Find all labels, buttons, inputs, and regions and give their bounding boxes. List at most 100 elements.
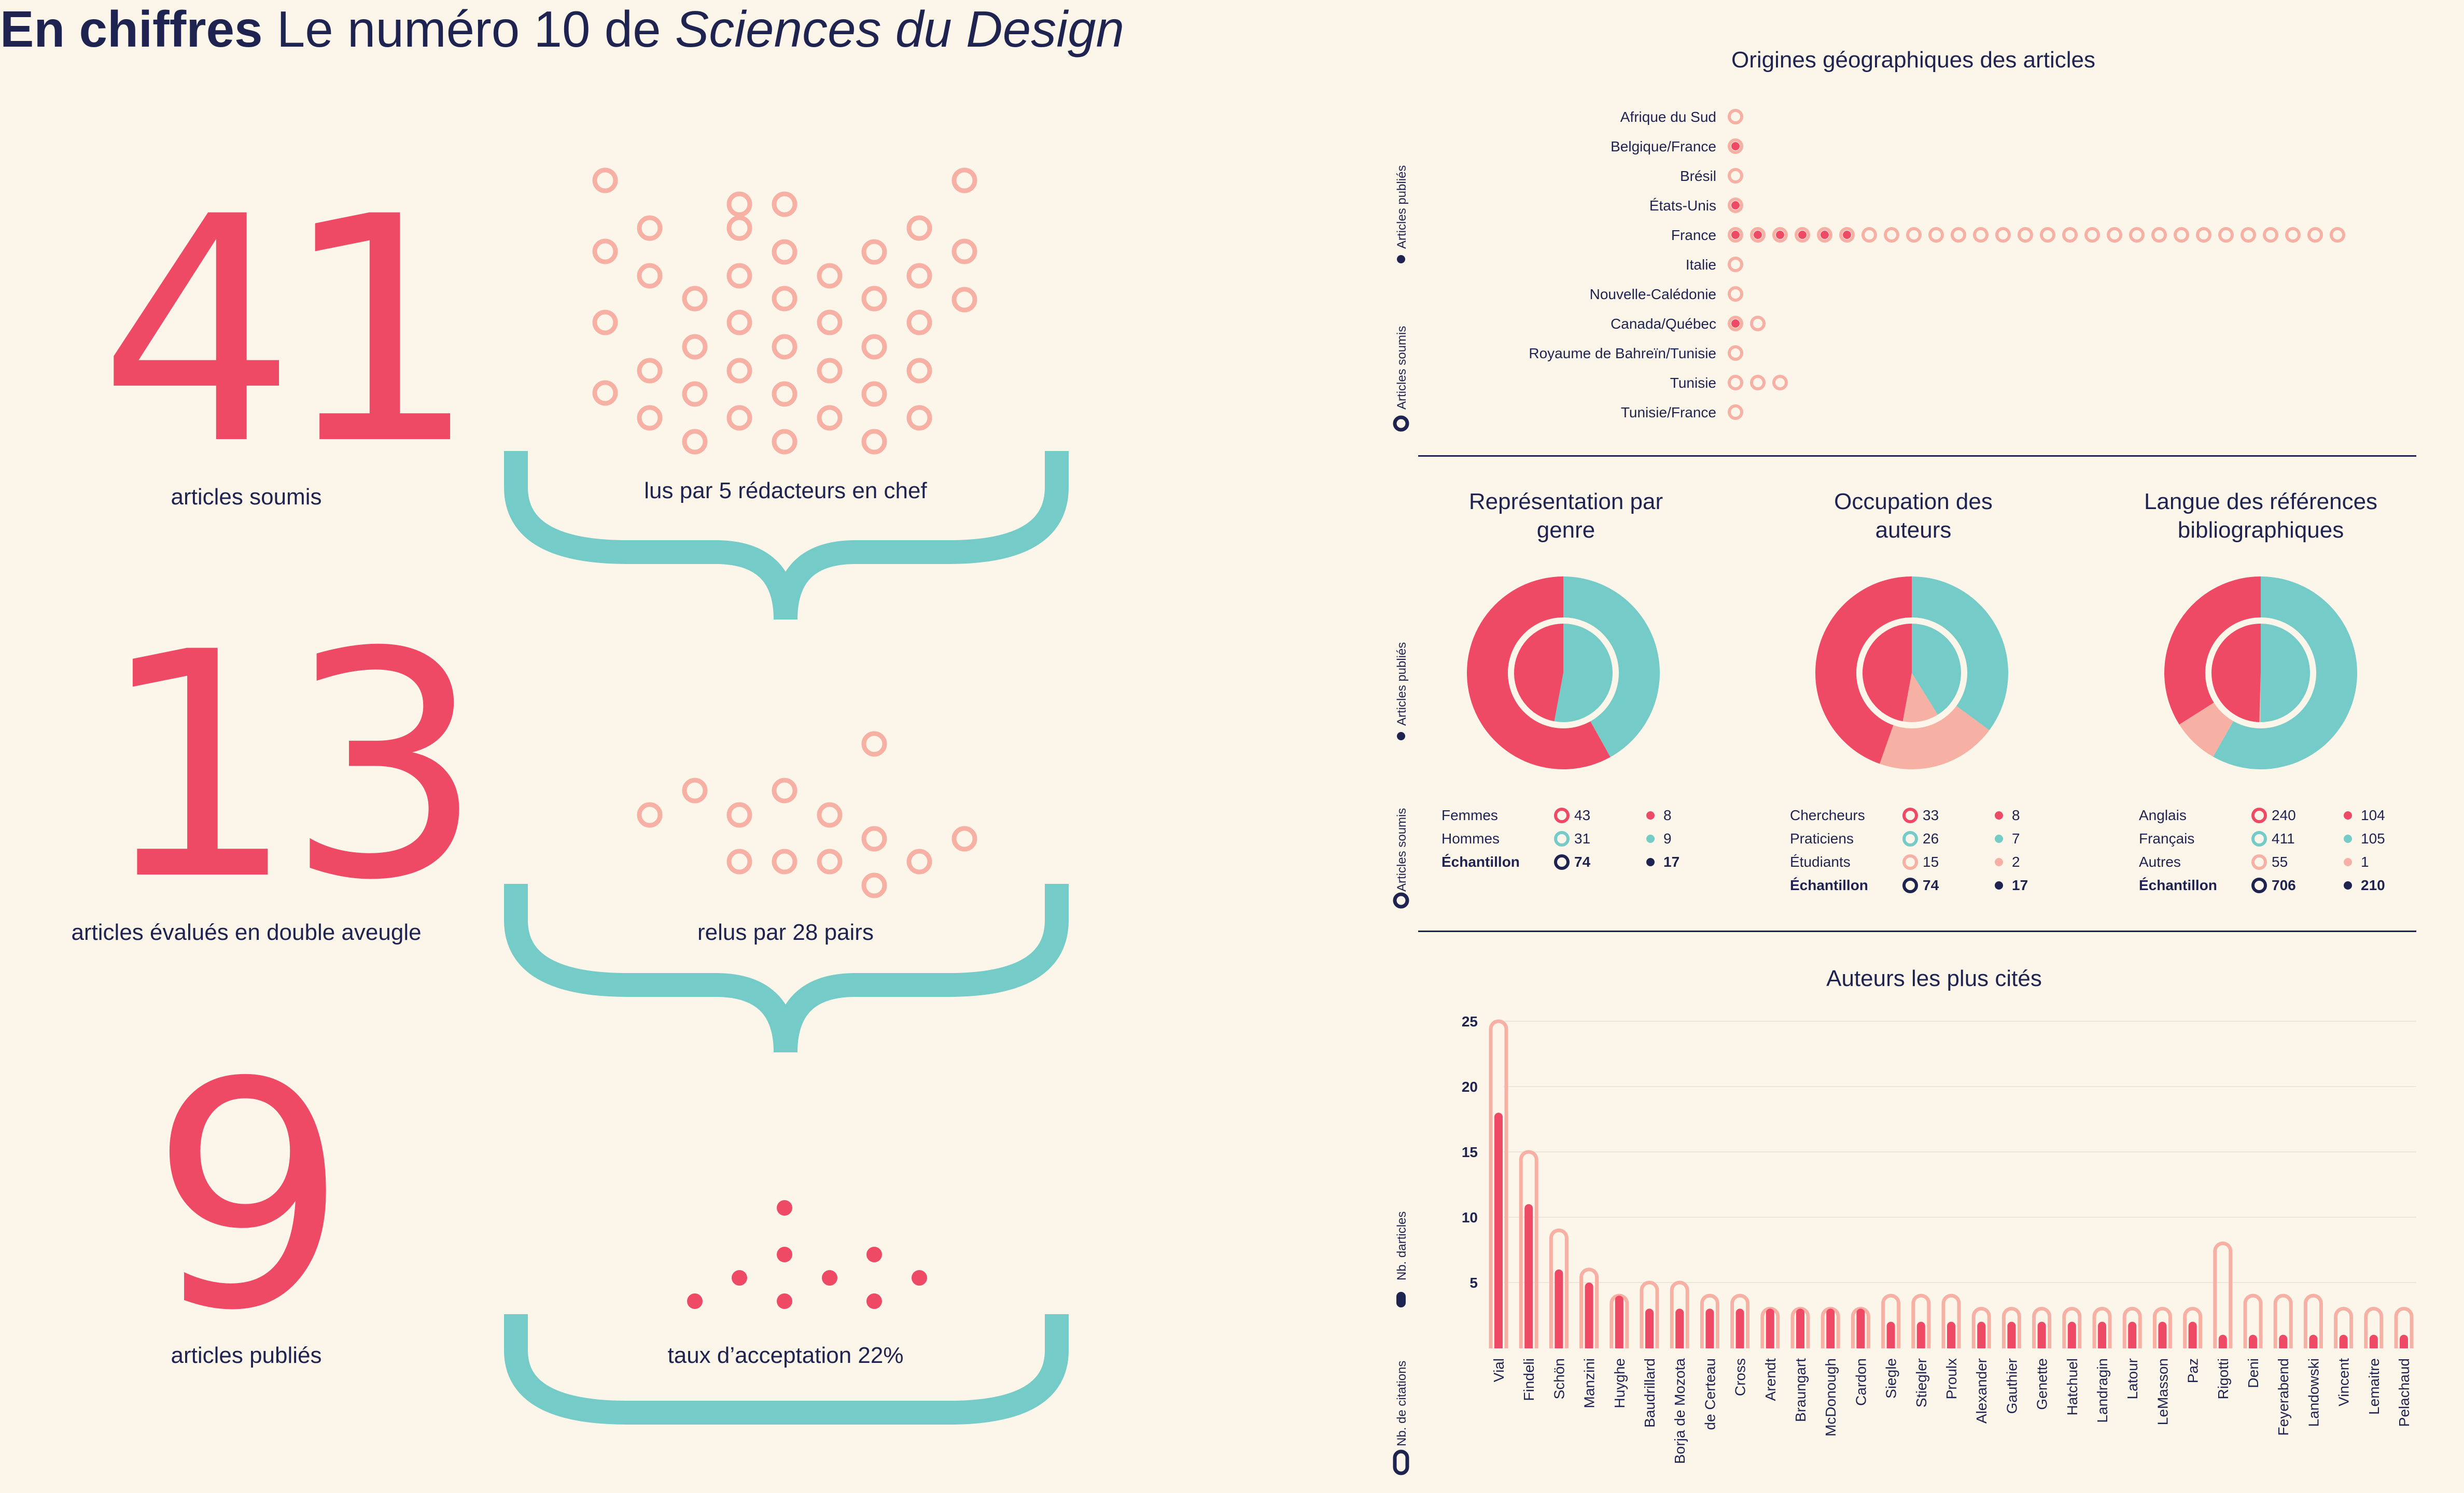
submitted-dot: [726, 263, 752, 289]
bar-articles: [2158, 1321, 2167, 1352]
x-tick-label: Schön: [1551, 1358, 1567, 1399]
pie-legend-submitted: 706: [2272, 877, 2296, 893]
pie-legend-label: Échantillon: [2139, 877, 2217, 893]
geo-submitted-dot: [1728, 198, 1743, 213]
bar-articles: [1766, 1308, 1774, 1352]
legend-ring: [1554, 831, 1570, 847]
geo-submitted-dot: [1884, 227, 1899, 243]
geo-country-label: Afrique du Sud: [1620, 109, 1716, 125]
pie-legend-submitted: 15: [1923, 854, 1939, 870]
x-tick-label: Deni: [2245, 1358, 2261, 1388]
articles-marker: [1396, 1292, 1406, 1307]
geo-submitted-dot: [1861, 227, 1877, 243]
geo-published-dot: [1843, 231, 1851, 239]
caption-reviewed: articles évalués en double aveugle: [71, 920, 422, 945]
pie-legend-label: Praticiens: [1790, 830, 1854, 847]
submitted-dot: [772, 334, 797, 360]
bar-articles: [2279, 1334, 2288, 1352]
submitted-dot: [772, 381, 797, 407]
dots-group-9: [687, 1200, 927, 1309]
pie-slice: [1514, 624, 1563, 722]
citations-marker: [1393, 1449, 1409, 1475]
submitted-dot: [592, 238, 618, 264]
pie-legend-submitted: 31: [1574, 830, 1590, 847]
geo-country-label: France: [1671, 227, 1716, 243]
geo-submitted-dot: [1951, 227, 1966, 243]
x-tick-label: Landragin: [2094, 1358, 2110, 1423]
submitted-dot: [772, 239, 797, 265]
geo-submitted-dot: [1906, 227, 1922, 243]
bar-legend-markers: [1393, 1292, 1409, 1475]
bar-articles: [1675, 1308, 1684, 1352]
pie-legend-published: 105: [2361, 830, 2385, 847]
brace-bot: [504, 1314, 1069, 1425]
geo-submitted-dot: [1728, 138, 1743, 154]
reviewed-dot: [682, 778, 708, 804]
geo-submitted-dot: [2107, 227, 2122, 243]
bar-label-articles: Nb. darticles: [1395, 1211, 1409, 1280]
submitted-dot: [817, 263, 843, 289]
geo-submitted-dot: [1772, 227, 1788, 243]
brace-caption-mid: relus par 28 pairs: [697, 920, 874, 945]
published-dot: [777, 1200, 792, 1216]
geo-country-label: Royaume de Bahreïn/Tunisie: [1529, 345, 1716, 361]
x-tick-label: Genette: [2034, 1358, 2050, 1410]
geo-submitted-dot: [2084, 227, 2100, 243]
y-tick-label: 25: [1462, 1013, 1478, 1030]
geo-published-dot: [1731, 319, 1740, 328]
pie-legend-submitted: 411: [2272, 830, 2295, 847]
legend-ring: [2251, 854, 2267, 870]
legend-ring: [2251, 878, 2267, 893]
x-tick-label: Cardon: [1853, 1358, 1869, 1406]
pie-legend-published: 2: [2012, 854, 2020, 870]
submitted-dot: [682, 334, 708, 360]
submitted-dot: [817, 309, 843, 335]
reviewed-dot: [772, 778, 797, 804]
pie-legend-label: Échantillon: [1790, 877, 1868, 893]
pie-legend-published: 9: [1663, 830, 1672, 847]
geo-published-dot: [1731, 231, 1740, 239]
caption-published: articles publiés: [171, 1343, 322, 1368]
submitted-dot: [637, 358, 663, 384]
geo-submitted-dot: [2285, 227, 2301, 243]
x-tick-label: Siegle: [1883, 1358, 1899, 1399]
bar-articles: [1585, 1283, 1593, 1352]
geo-submitted-dot: [1928, 227, 1944, 243]
dots-group-41: [592, 167, 977, 455]
geo-submitted-dot: [1728, 345, 1743, 361]
submitted-dot: [906, 405, 932, 431]
geo-submitted-dot: [1995, 227, 2011, 243]
geo-submitted-dot: [2129, 227, 2145, 243]
submitted-dot: [951, 287, 977, 313]
published-dot: [866, 1293, 882, 1309]
x-tick-label: Braungart: [1793, 1358, 1809, 1422]
submitted-dot: [772, 429, 797, 455]
x-tick-label: Huyghe: [1612, 1358, 1628, 1409]
x-tick-label: Alexander: [1973, 1358, 1990, 1424]
legend-dot: [1646, 835, 1655, 843]
geo-country-label: Brésil: [1680, 168, 1716, 184]
geo-title: Origines géographiques des articles: [1731, 47, 2095, 73]
submitted-dot: [726, 358, 752, 384]
bar-articles: [1826, 1308, 1835, 1352]
legend-dot: [2344, 881, 2352, 890]
pie-legend-published: 7: [2012, 830, 2020, 847]
pie-1: Chercheurs 33 8 Praticiens 26 7 Étudiants 15 2 Éc…: [1790, 576, 2028, 893]
bar-articles: [1977, 1321, 1986, 1352]
divider-2: [1418, 931, 2416, 932]
reviewed-dot: [817, 849, 843, 875]
geo-submitted-dot: [2174, 227, 2189, 243]
legend-dot: [1995, 835, 2003, 843]
pie-legend-published: 104: [2361, 807, 2385, 823]
bar-articles: [1947, 1321, 1955, 1352]
bar-articles: [2309, 1334, 2318, 1352]
published-dot: [777, 1247, 792, 1262]
geo-submitted-dot: [2040, 227, 2055, 243]
submitted-dot: [682, 286, 708, 312]
bar-articles: [1555, 1269, 1563, 1352]
x-tick-label: Paz: [2185, 1358, 2201, 1383]
geo-published-dot: [1821, 231, 1829, 239]
brace-top: [504, 451, 1069, 620]
published-dot: [866, 1247, 882, 1262]
